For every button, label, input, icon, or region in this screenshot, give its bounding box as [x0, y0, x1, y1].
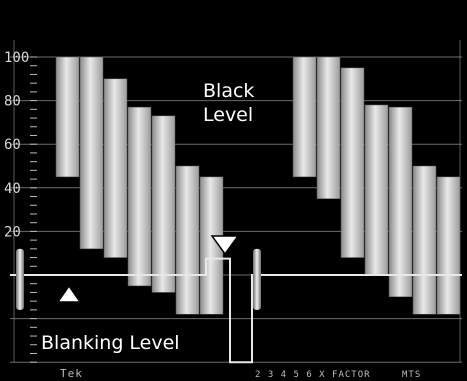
waveform-bar [55, 56, 80, 178]
y-tick-label: 80 [4, 94, 21, 110]
black-level-label-line1: Black [203, 80, 254, 102]
black-level-arrow-icon [210, 235, 240, 256]
waveform-bar [436, 176, 461, 315]
waveform-bars [55, 56, 461, 315]
blanking-level-label: Blanking Level [41, 332, 180, 354]
waveform-bar [127, 106, 152, 287]
waveform-bar [151, 115, 176, 293]
footer-brand: Tek [60, 367, 83, 380]
waveform-trace-line [10, 257, 462, 364]
footer-code: MTS [402, 370, 421, 380]
waveform-bar [340, 67, 365, 258]
waveform-bar [292, 56, 317, 178]
blanking-level-arrow-icon [56, 284, 82, 303]
waveform-bar [175, 165, 200, 315]
black-level-label-line2: Level [203, 104, 253, 126]
waveform-bar [364, 104, 389, 276]
waveform-bar [79, 56, 104, 250]
color-burst [253, 248, 261, 310]
y-tick-label: 20 [4, 224, 21, 240]
waveform-bar [316, 56, 341, 199]
y-tick-label: 40 [4, 181, 21, 197]
waveform-bar [412, 165, 437, 315]
waveform-trace [10, 248, 462, 364]
waveform-bar [103, 78, 128, 258]
footer-text: 2 3 4 5 6 X FACTOR [255, 370, 371, 380]
y-tick-labels: 100 80 60 40 20 [4, 50, 29, 240]
color-burst [16, 248, 24, 310]
waveform-bar [388, 106, 413, 298]
y-tick-label: 100 [4, 50, 29, 66]
y-tick-label: 60 [4, 137, 21, 153]
